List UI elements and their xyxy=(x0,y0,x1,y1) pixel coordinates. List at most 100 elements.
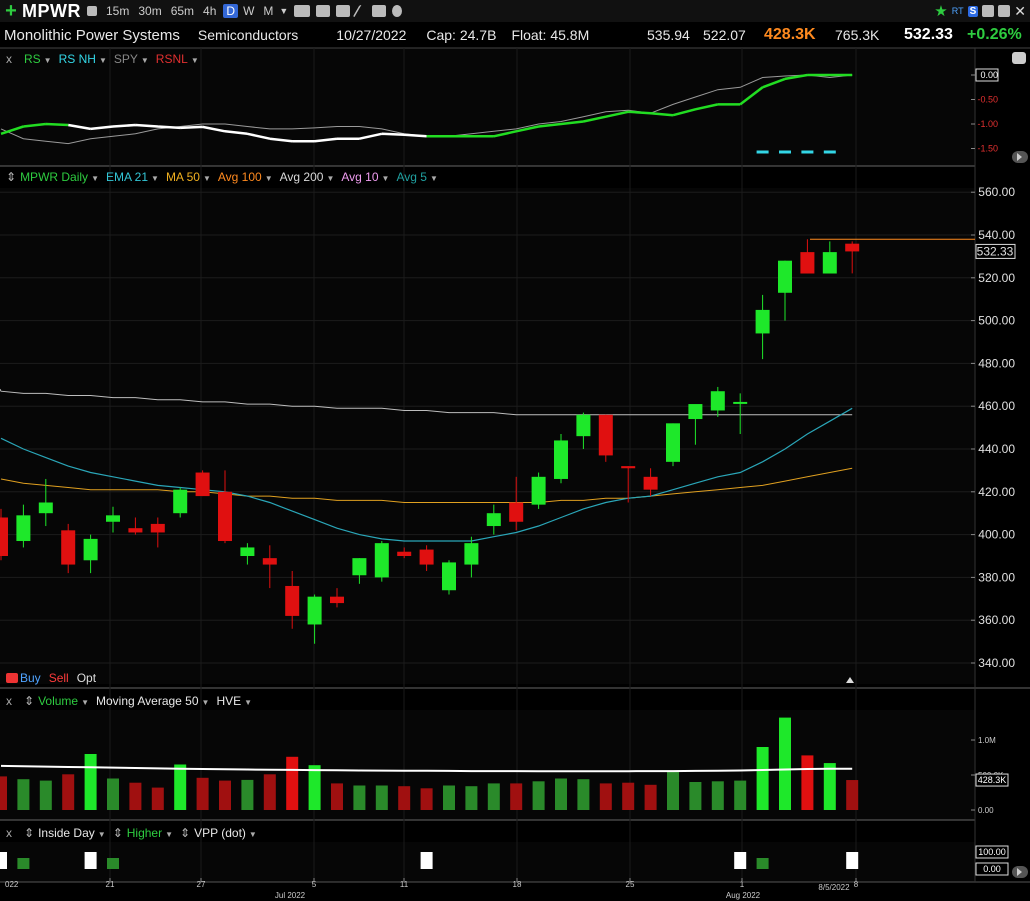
favorite-star-icon[interactable]: ★ xyxy=(934,3,948,20)
symbol-label[interactable]: MPWR xyxy=(22,0,81,21)
volume-pane-legend: x ⇕ Volume ▼ Moving Average 50 ▼ HVE ▼ xyxy=(0,692,975,710)
layout-icon[interactable] xyxy=(998,5,1011,17)
buy-button[interactable]: Buy xyxy=(20,671,41,685)
timeframe-65m[interactable]: 65m xyxy=(170,4,195,18)
legend-mpwr-daily[interactable]: MPWR Daily ▼ xyxy=(20,170,99,184)
scroll-right-button-bottom[interactable] xyxy=(1012,866,1028,878)
realtime-badge[interactable]: RT xyxy=(951,6,964,16)
legend-inside-day[interactable]: Inside Day ▼ xyxy=(38,826,106,840)
sell-button[interactable]: Sell xyxy=(48,671,69,685)
palette-icon[interactable] xyxy=(1012,52,1026,64)
move-vpp-icon[interactable]: ⇕ xyxy=(180,826,191,840)
legend-volume[interactable]: Volume ▼ xyxy=(38,694,90,708)
inside-day-bar xyxy=(84,852,97,869)
volume-tick-label: 0.00 xyxy=(978,806,994,815)
timeframe-15m[interactable]: 15m xyxy=(106,4,130,18)
share-icon[interactable] xyxy=(392,5,403,17)
low-price: 522.07 xyxy=(703,27,746,43)
close-rs-pane[interactable]: x xyxy=(6,52,12,66)
date-axis-label: 8/5/2022 xyxy=(818,883,850,892)
settings-icon[interactable] xyxy=(87,6,97,16)
candle-body xyxy=(598,414,613,456)
volume-bar xyxy=(62,774,75,810)
timeframe-dropdown-icon[interactable]: ▼ xyxy=(279,6,289,16)
scroll-right-button[interactable] xyxy=(1012,151,1028,163)
candle-body xyxy=(352,558,367,576)
close-icon[interactable]: ✕ xyxy=(1014,2,1026,19)
timeframe-4h[interactable]: 4h xyxy=(203,4,217,18)
legend-rs-nh[interactable]: RS NH ▼ xyxy=(58,52,107,66)
calendar-icon[interactable] xyxy=(316,5,331,17)
candle-body xyxy=(800,252,815,274)
volume-bar xyxy=(286,756,299,810)
timeframe-daily[interactable]: D xyxy=(223,4,239,18)
legend-ma-50[interactable]: MA 50 ▼ xyxy=(165,170,211,184)
close-pattern-pane[interactable]: x xyxy=(6,826,12,840)
rs-line-white xyxy=(67,123,427,143)
candle-body xyxy=(0,517,8,556)
date-axis: 022 21 27 Jul 2022 5 11 18 25 1 Aug 2022 8/5/2022 8 xyxy=(5,878,859,900)
trade-buttons: Buy Sell Opt xyxy=(6,670,96,686)
vertical-gridlines xyxy=(109,48,857,882)
expand-up-icon[interactable] xyxy=(846,677,854,683)
price-axis-ticks: 560.00 540.00 520.00 500.00 480.00 460.00 440.… xyxy=(971,185,1015,670)
legend-rs[interactable]: RS ▼ xyxy=(24,52,52,66)
volume-bar xyxy=(219,780,231,810)
move-pattern-pane-icon[interactable]: ⇕ xyxy=(24,826,35,840)
timeframe-weekly[interactable]: W xyxy=(243,4,255,18)
chart-type-icon[interactable] xyxy=(294,5,311,17)
timeframe-monthly[interactable]: M xyxy=(263,4,274,18)
close-volume-pane[interactable]: x xyxy=(6,694,12,708)
candle-body xyxy=(330,596,344,604)
inside-day-bar xyxy=(420,852,433,869)
legend-avg-10[interactable]: Avg 10 ▼ xyxy=(341,170,390,184)
candle-body xyxy=(61,530,76,565)
legend-higher[interactable]: Higher ▼ xyxy=(126,826,174,840)
candle-body xyxy=(285,585,300,616)
legend-avg-100[interactable]: Avg 100 ▼ xyxy=(217,170,273,184)
trade-icon[interactable] xyxy=(6,673,18,683)
rs-axis-ticks: 0.00 -0.50 -1.00 -1.50 xyxy=(971,68,999,154)
date-axis-label: 21 xyxy=(106,880,115,889)
candle-body xyxy=(666,423,680,462)
timeframe-30m[interactable]: 30m xyxy=(138,4,162,18)
move-pane-icon[interactable]: ⇕ xyxy=(6,170,17,184)
candle-body xyxy=(710,391,725,411)
price-tick-label: 360.00 xyxy=(978,613,1015,627)
legend-spy[interactable]: SPY ▼ xyxy=(113,52,149,66)
volume-bar xyxy=(398,786,411,810)
date-axis-label: Jul 2022 xyxy=(275,891,306,900)
notes-icon[interactable] xyxy=(372,5,387,17)
move-higher-icon[interactable]: ⇕ xyxy=(112,826,123,840)
s-badge[interactable]: S xyxy=(967,5,979,17)
add-symbol-icon[interactable]: + xyxy=(5,0,17,22)
legend-avg-200[interactable]: Avg 200 ▼ xyxy=(279,170,335,184)
rs-line xyxy=(0,73,853,138)
percent-change: +0.26% xyxy=(967,26,1022,43)
volume-bar xyxy=(510,783,523,810)
volume-bar xyxy=(555,778,567,810)
last-price-axis-label: 532.33 xyxy=(977,244,1014,258)
move-volume-pane-icon[interactable]: ⇕ xyxy=(24,694,35,708)
legend-hve[interactable]: HVE ▼ xyxy=(216,694,253,708)
legend-vpp-dot[interactable]: VPP (dot) ▼ xyxy=(194,826,257,840)
volume-tick-label: 1.0M xyxy=(978,736,996,745)
calculator-icon[interactable] xyxy=(336,5,351,17)
candle-body xyxy=(218,491,232,542)
options-button[interactable]: Opt xyxy=(76,671,97,685)
rs-tick-label: 0.00 xyxy=(980,70,998,80)
candle-body xyxy=(262,558,277,565)
volume-bar xyxy=(823,763,836,810)
date-axis-label: 25 xyxy=(626,880,635,889)
volume-bar xyxy=(129,782,142,810)
legend-moving-average-50[interactable]: Moving Average 50 ▼ xyxy=(96,694,210,708)
candle-body xyxy=(755,309,770,334)
save-icon[interactable] xyxy=(982,5,995,17)
candle-body xyxy=(128,528,143,533)
legend-avg-5[interactable]: Avg 5 ▼ xyxy=(396,170,438,184)
legend-ema-21[interactable]: EMA 21 ▼ xyxy=(105,170,159,184)
pattern-bars xyxy=(0,852,859,869)
pattern-axis-ticks: 100.00 0.00 xyxy=(975,845,1009,876)
legend-rsnl[interactable]: RSNL ▼ xyxy=(155,52,199,66)
